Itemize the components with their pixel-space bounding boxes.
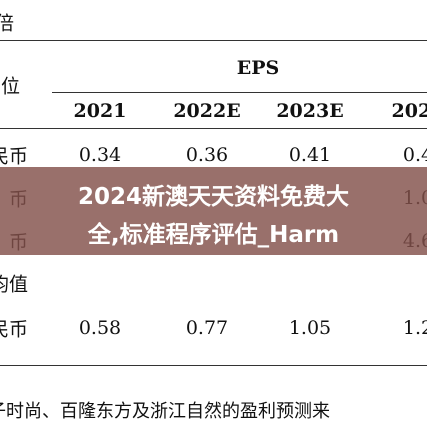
cell: 0.41 — [288, 144, 332, 166]
row-label: 民币 — [0, 318, 28, 341]
rule — [0, 365, 427, 366]
banner-line: 2024新澳天天资料免费大 — [77, 184, 349, 210]
column-header: 2021 — [73, 100, 127, 122]
footnote: 子时尚、百隆东方及浙江自然的盈利预测来 — [0, 401, 330, 422]
row-label: 民币 — [0, 145, 28, 168]
cell: 0.4 — [402, 144, 427, 166]
title-banner: 2024新澳天天资料免费大 全,标准程序评估_Harm — [0, 167, 427, 255]
banner-line: 全,标准程序评估_Harm — [87, 222, 340, 248]
cell: 0.36 — [185, 144, 229, 166]
cell: 0.34 — [78, 144, 122, 166]
cell: 1.05 — [288, 317, 332, 339]
rule — [0, 128, 427, 129]
column-header: 2023E — [276, 100, 344, 122]
top-label: 倍 — [0, 12, 14, 35]
row-label: 均值 — [0, 273, 28, 296]
cell: 1.2 — [402, 317, 427, 339]
cell: 0.77 — [185, 317, 229, 339]
column-header: 2024 — [391, 100, 427, 122]
group-header: EPS — [236, 57, 280, 79]
rule — [0, 40, 427, 41]
cell: 0.58 — [78, 317, 122, 339]
column-header: 2022E — [173, 100, 241, 122]
unit-label: 位 — [0, 75, 20, 98]
rule — [52, 92, 427, 93]
